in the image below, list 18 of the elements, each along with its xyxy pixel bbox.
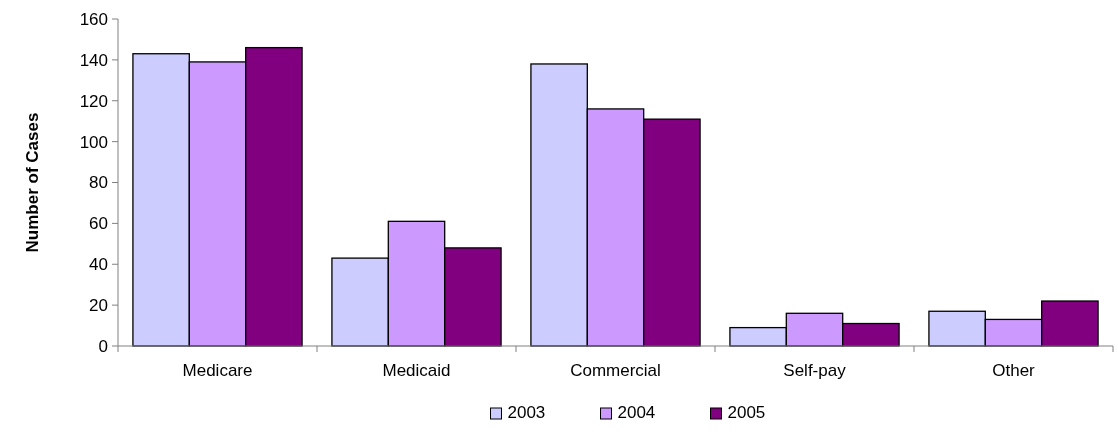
y-tick-label: 120: [79, 91, 108, 111]
x-tick-label: Self-pay: [783, 361, 847, 380]
x-tick-label: Commercial: [570, 361, 661, 380]
y-tick-label: 80: [89, 173, 108, 193]
legend-label: 2005: [727, 403, 766, 422]
y-tick-label: 140: [79, 50, 108, 70]
y-tick-label: 160: [79, 9, 108, 29]
x-tick-label: Other: [992, 361, 1036, 380]
y-tick-label: 100: [79, 132, 108, 152]
x-tick-label: Medicare: [182, 361, 253, 380]
y-tick-label: 20: [89, 296, 108, 316]
y-tick-label: 40: [89, 255, 108, 275]
y-tick-label: 60: [89, 214, 108, 234]
y-tick-label: 0: [98, 336, 108, 356]
legend-label: 2004: [617, 403, 656, 422]
x-tick-label: Medicaid: [382, 361, 451, 380]
legend-label: 2003: [507, 403, 546, 422]
y-axis-title: Number of Cases: [23, 112, 42, 253]
